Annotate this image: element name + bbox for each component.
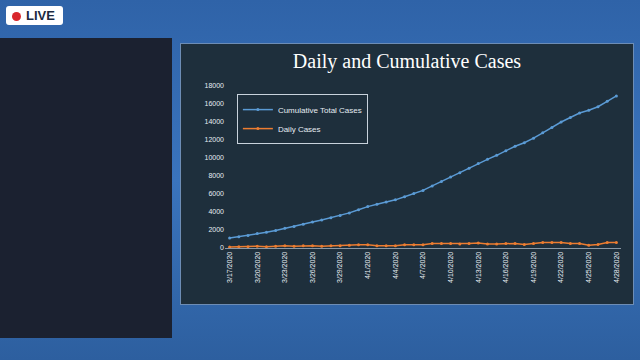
svg-text:3/17/2020: 3/17/2020	[226, 252, 233, 283]
svg-text:4/16/2020: 4/16/2020	[502, 252, 509, 283]
svg-text:4/10/2020: 4/10/2020	[447, 252, 454, 283]
svg-text:16000: 16000	[205, 100, 225, 107]
svg-text:4/28/2020: 4/28/2020	[613, 252, 620, 283]
svg-text:4/13/2020: 4/13/2020	[475, 252, 482, 283]
svg-text:Daily Cases: Daily Cases	[278, 125, 321, 134]
html-text:LIVE: LIVE	[26, 8, 55, 23]
svg-text:Cumulative Total Cases: Cumulative Total Cases	[278, 106, 362, 115]
svg-text:Daily and Cumulative Cases: Daily and Cumulative Cases	[293, 50, 522, 73]
svg-text:6000: 6000	[208, 190, 224, 197]
svg-text:3/23/2020: 3/23/2020	[281, 252, 288, 283]
svg-text:4/22/2020: 4/22/2020	[557, 252, 564, 283]
svg-text:4/1/2020: 4/1/2020	[364, 252, 371, 279]
svg-text:10000: 10000	[205, 154, 225, 161]
svg-text:18000: 18000	[205, 82, 225, 89]
svg-text:14000: 14000	[205, 118, 225, 125]
svg-text:4/25/2020: 4/25/2020	[585, 252, 592, 283]
svg-text:4/4/2020: 4/4/2020	[392, 252, 399, 279]
svg-text:4/7/2020: 4/7/2020	[419, 252, 426, 279]
svg-text:3/26/2020: 3/26/2020	[309, 252, 316, 283]
svg-text:3/20/2020: 3/20/2020	[254, 252, 261, 283]
svg-text:12000: 12000	[205, 136, 225, 143]
svg-text:4000: 4000	[208, 208, 224, 215]
svg-text:3/29/2020: 3/29/2020	[336, 252, 343, 283]
svg-text:0: 0	[220, 244, 224, 251]
svg-text:4/19/2020: 4/19/2020	[530, 252, 537, 283]
svg-text:8000: 8000	[208, 172, 224, 179]
svg-text:2000: 2000	[208, 226, 224, 233]
